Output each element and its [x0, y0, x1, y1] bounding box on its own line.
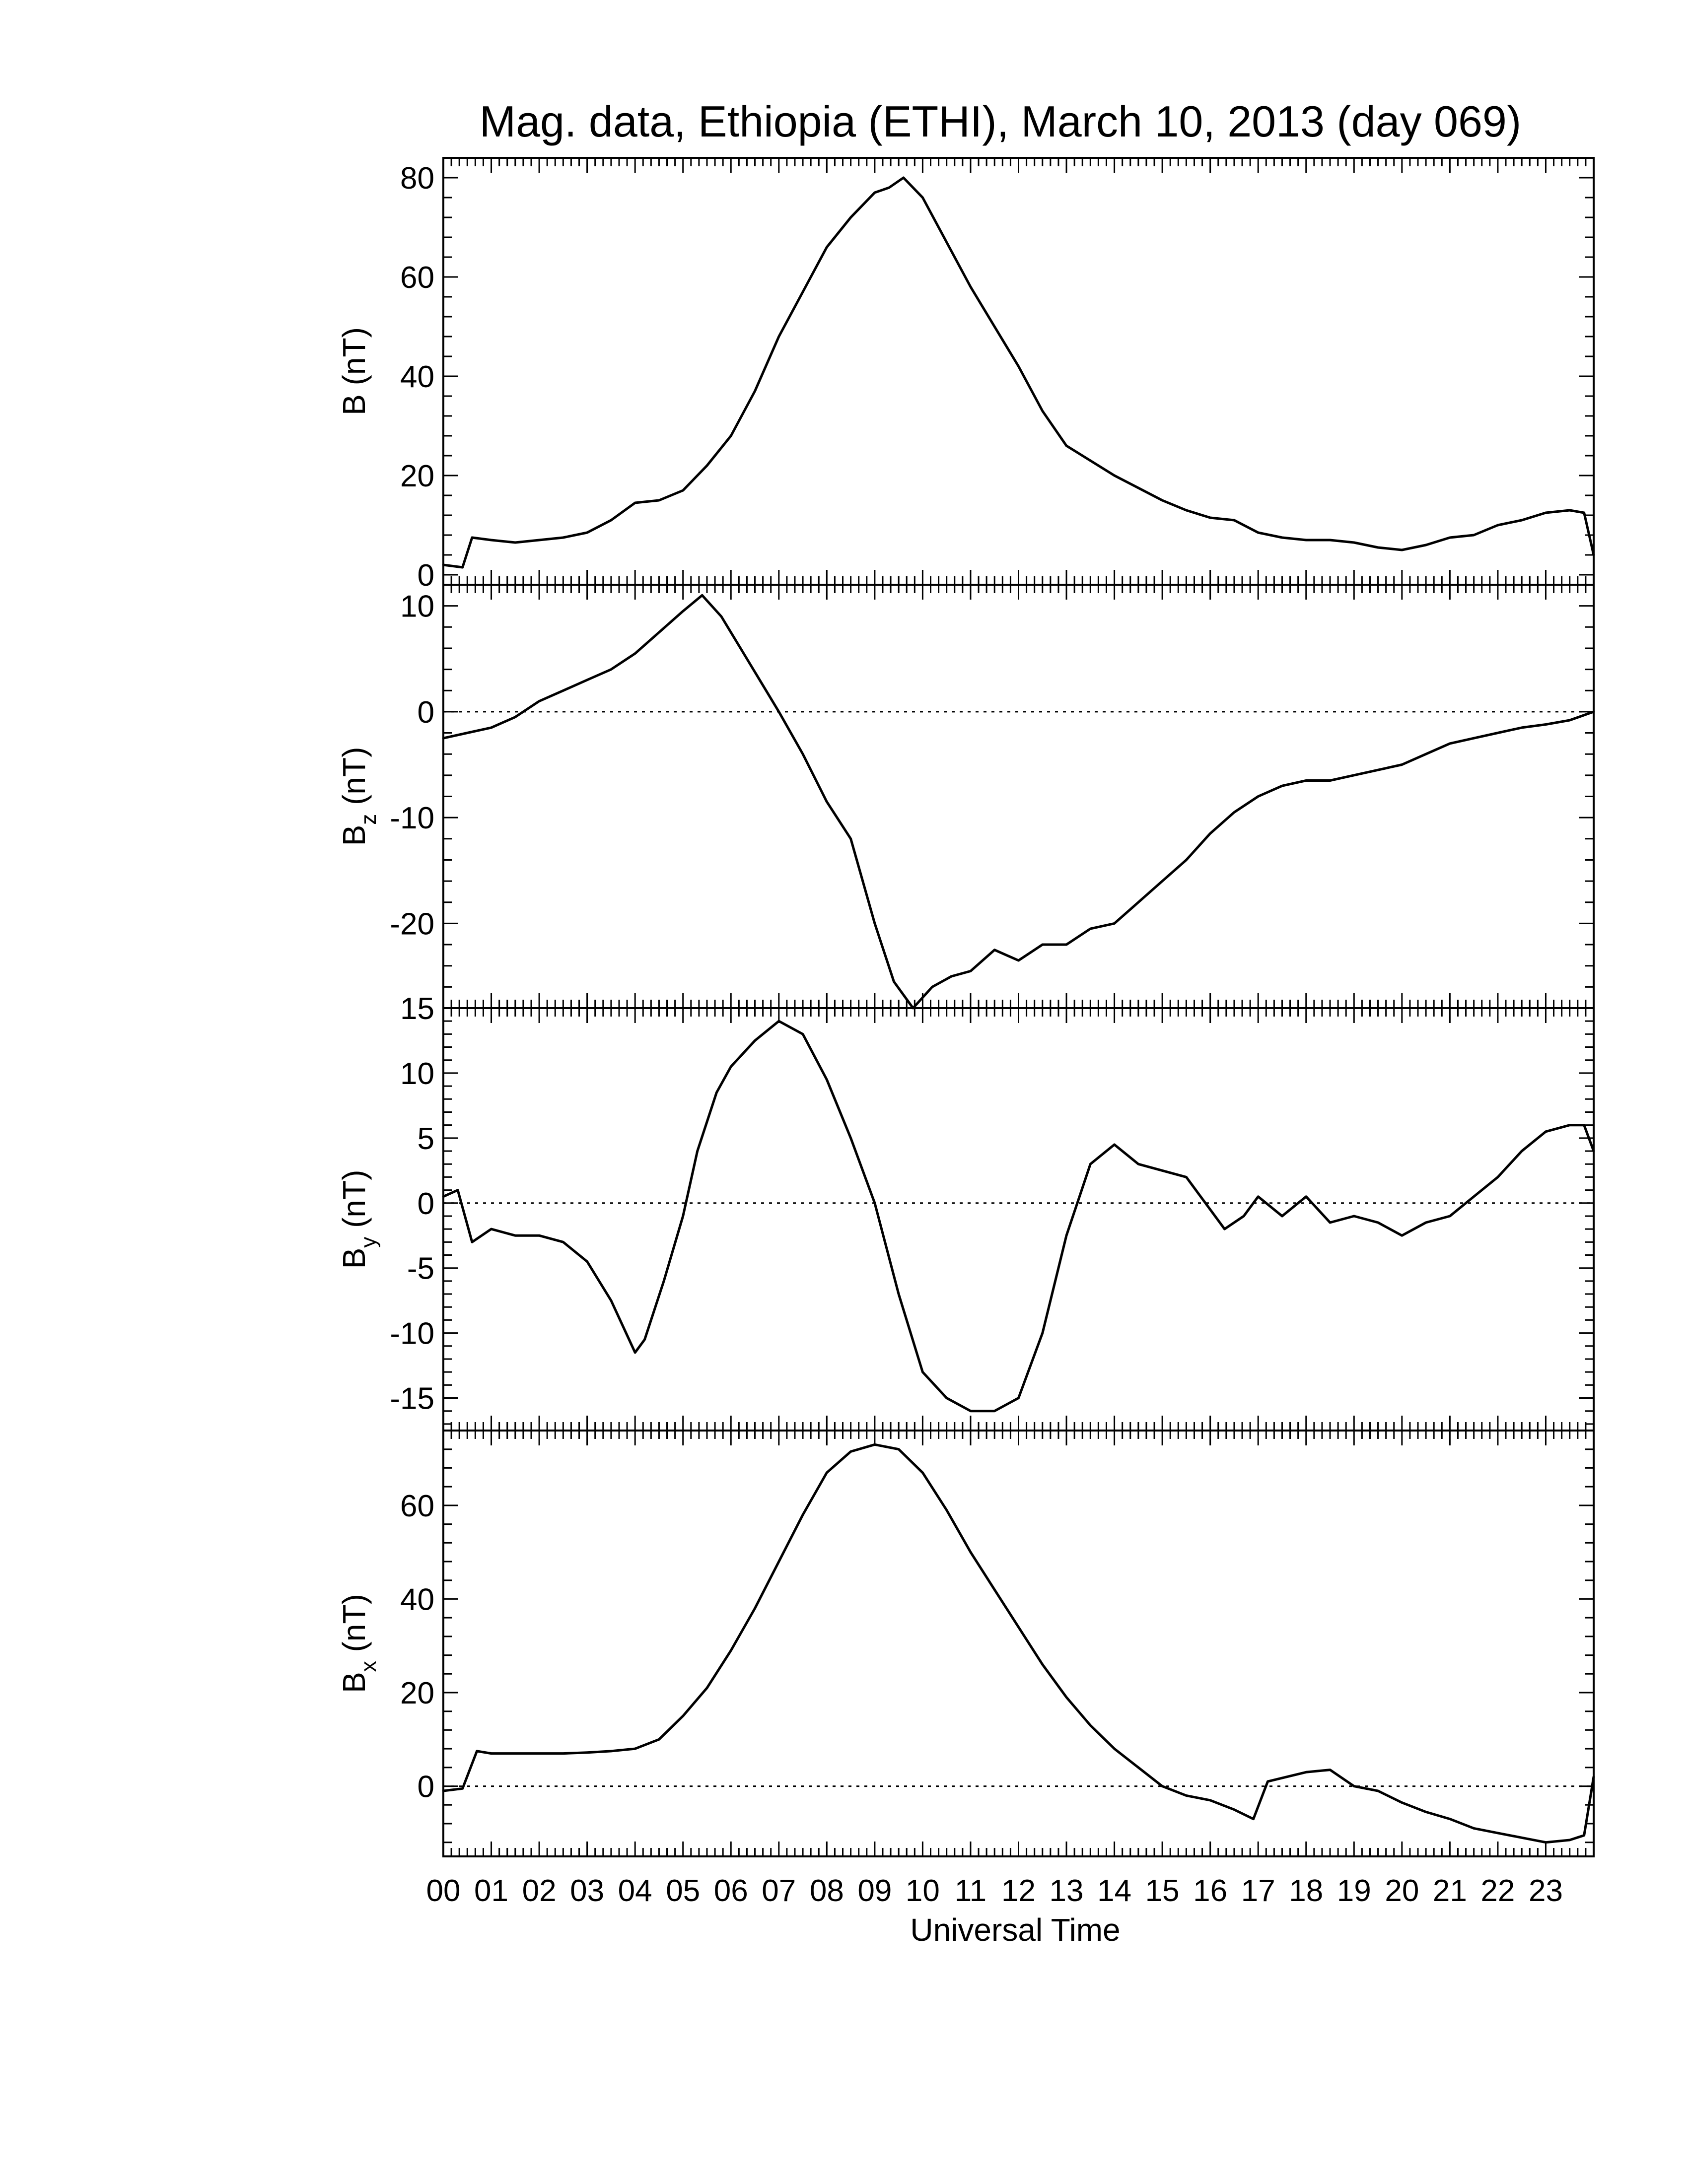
y-tick-label: 10: [400, 1057, 434, 1091]
y-tick-label: 0: [418, 558, 434, 593]
panel-frame: [442, 584, 1595, 1009]
y-axis-label: By (nT): [336, 1170, 381, 1269]
series-by-line: [442, 1020, 1595, 1413]
x-axis: 00 01 02 03 04 05 06 07 08 09 10 11 12 13 14 15 16 17 18 19…: [426, 1874, 1563, 1908]
x-tick-label: 07: [762, 1874, 796, 1908]
x-tick-label: 12: [1001, 1874, 1036, 1908]
y-axis-label: Bz (nT): [336, 747, 381, 846]
y-tick-label: 40: [400, 360, 434, 394]
x-tick-label: 14: [1097, 1874, 1131, 1908]
y-tick-label: -10: [390, 801, 434, 835]
y-tick-label: -15: [390, 1382, 434, 1416]
y-tick-label: 20: [400, 459, 434, 493]
x-tick-label: 09: [857, 1874, 892, 1908]
y-tick-label: 20: [400, 1676, 434, 1710]
y-tick-label: -20: [390, 907, 434, 941]
chart-title: Mag. data, Ethiopia (ETHI), March 10, 20…: [480, 97, 1521, 146]
x-tick-label: 05: [666, 1874, 700, 1908]
x-tick-label: 22: [1480, 1874, 1515, 1908]
x-tick-label: 06: [714, 1874, 748, 1908]
y-tick-label: 60: [400, 1489, 434, 1523]
x-tick-label: 16: [1193, 1874, 1227, 1908]
panel-by: 15 10 5 0 -5 -10 -15 By (nT): [336, 992, 1595, 1432]
y-tick-label: 60: [400, 261, 434, 295]
panel-bx: 60 40 20 0 Bx (nT): [336, 1430, 1595, 1857]
y-tick-label: 5: [418, 1122, 434, 1156]
panel-frame: [442, 1430, 1595, 1857]
y-axis-label: Bx (nT): [336, 1594, 381, 1693]
x-tick-label: 11: [955, 1874, 986, 1908]
x-tick-label: 10: [906, 1874, 940, 1908]
x-tick-label: 13: [1050, 1874, 1084, 1908]
y-tick-label: 0: [418, 695, 434, 730]
panel-bz: 10 0 -10 -20 Bz (nT): [336, 584, 1595, 1010]
y-tick-label: 80: [400, 161, 434, 196]
x-tick-label: 18: [1289, 1874, 1323, 1908]
x-tick-label: 04: [618, 1874, 652, 1908]
y-tick-label: 10: [400, 590, 434, 624]
series-bx-line: [442, 1443, 1595, 1844]
x-tick-label: 08: [810, 1874, 844, 1908]
y-tick-label: 15: [400, 992, 434, 1026]
x-tick-label: 15: [1145, 1874, 1180, 1908]
x-tick-label: 03: [570, 1874, 604, 1908]
y-tick-label: 0: [418, 1187, 434, 1221]
panel-frame: [442, 157, 1595, 586]
y-axis-label: B (nT): [336, 327, 372, 415]
x-tick-label: 23: [1529, 1874, 1563, 1908]
x-tick-label: 01: [474, 1874, 508, 1908]
x-axis-label: Universal Time: [910, 1912, 1120, 1948]
y-tick-label: 0: [418, 1770, 434, 1804]
y-tick-label: -10: [390, 1317, 434, 1351]
y-tick-label: 40: [400, 1582, 434, 1617]
x-tick-label: 02: [522, 1874, 557, 1908]
y-tick-label: -5: [407, 1252, 434, 1286]
series-b-line: [442, 176, 1595, 569]
x-tick-label: 19: [1337, 1874, 1371, 1908]
x-tick-label: 17: [1241, 1874, 1275, 1908]
x-tick-label: 00: [426, 1874, 461, 1908]
panel-frame: [442, 1007, 1595, 1432]
panel-b: 0 20 40 60 80 B (nT): [336, 157, 1595, 593]
x-tick-label: 20: [1385, 1874, 1419, 1908]
x-tick-label: 21: [1433, 1874, 1467, 1908]
series-bz-line: [442, 594, 1595, 1010]
